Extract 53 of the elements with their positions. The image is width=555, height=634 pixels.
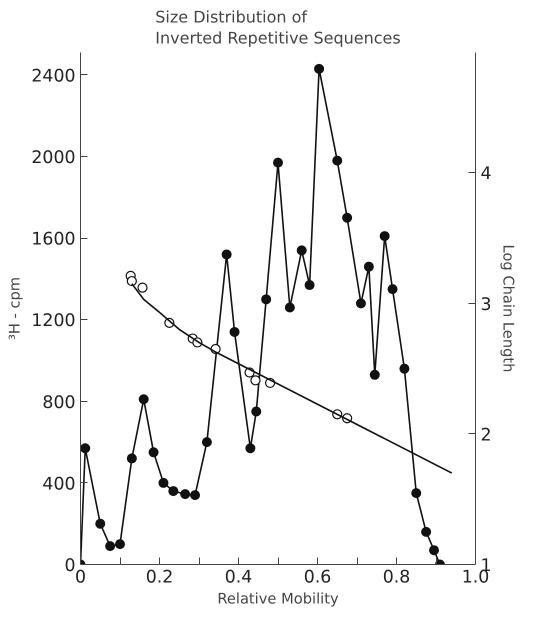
x-tick-label: 0.4 — [224, 568, 252, 588]
point — [148, 447, 159, 458]
y2-tick-label: 3 — [480, 294, 492, 315]
point — [388, 284, 398, 294]
y2-tick-label: 4 — [480, 164, 492, 184]
y2-axis-title: Log Chain Length — [500, 244, 517, 372]
point — [421, 526, 432, 537]
y-tick-label: 2400 — [31, 66, 76, 86]
point — [356, 298, 366, 308]
point — [80, 443, 90, 454]
point — [168, 486, 178, 496]
point — [138, 394, 149, 404]
point — [95, 518, 106, 529]
point — [245, 443, 256, 454]
point — [115, 539, 125, 550]
y-tick-label: 800 — [42, 392, 76, 413]
y-tick-label: 1600 — [31, 230, 76, 250]
x-tick-label: 0.2 — [146, 568, 174, 588]
point — [284, 302, 295, 312]
point — [158, 478, 168, 488]
point — [296, 245, 307, 256]
point — [429, 545, 440, 556]
point — [126, 453, 137, 464]
chart-title: Size Distribution of Inverted Repetitive Sequences — [155, 8, 401, 48]
point — [251, 406, 262, 417]
y-tick-label: 1200 — [31, 311, 76, 332]
point — [273, 158, 283, 168]
point — [364, 262, 374, 272]
y-tick-label: 2000 — [31, 148, 76, 168]
point — [180, 489, 190, 500]
point — [222, 249, 232, 260]
point — [380, 231, 390, 242]
point — [250, 375, 261, 386]
point — [230, 326, 240, 337]
point — [399, 364, 410, 374]
point — [332, 156, 342, 166]
y2-tick-label: 2 — [480, 425, 492, 446]
point — [314, 64, 324, 74]
y-tick-label: 400 — [42, 474, 76, 494]
x-axis-title: Relative Mobility — [217, 590, 339, 608]
point — [190, 490, 200, 500]
point — [126, 276, 137, 286]
x-tick-label: 0.8 — [382, 568, 410, 588]
point — [261, 294, 272, 304]
point — [137, 282, 148, 293]
x-tick-label: 0.6 — [304, 568, 332, 588]
y-axis-title: ³H - cpm — [6, 276, 24, 340]
point — [304, 280, 315, 290]
point — [202, 437, 212, 448]
point — [411, 488, 422, 498]
point — [105, 541, 116, 552]
point — [370, 370, 380, 380]
point — [342, 212, 352, 223]
